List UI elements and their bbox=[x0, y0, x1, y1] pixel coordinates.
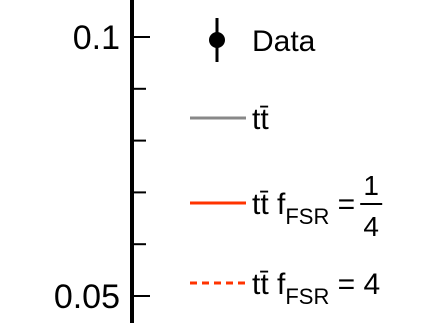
fraction-denominator: 4 bbox=[363, 211, 379, 242]
y-tick-label: 0.1 bbox=[73, 19, 120, 57]
legend-item: tt̄ fFSR = 4 bbox=[190, 268, 380, 309]
legend-item: tt̄ fFSR = 1 4 bbox=[190, 170, 383, 242]
legend-item: tt̄ bbox=[190, 103, 269, 136]
legend-label: tt̄ fFSR = 4 bbox=[252, 268, 380, 309]
legend: Data tt̄ tt̄ fFSR = 1 4 tt̄ fFSR = 4 bbox=[190, 18, 383, 309]
legend-marker bbox=[209, 32, 225, 48]
legend-item: Data bbox=[209, 18, 316, 62]
legend-label: Data bbox=[252, 25, 316, 58]
fraction-numerator: 1 bbox=[363, 170, 379, 201]
y-axis-ticks: 0.1 0.05 bbox=[54, 19, 150, 316]
legend-label: tt̄ bbox=[252, 103, 269, 136]
y-tick-label: 0.05 bbox=[54, 278, 120, 316]
legend-label: tt̄ fFSR = bbox=[252, 188, 355, 229]
